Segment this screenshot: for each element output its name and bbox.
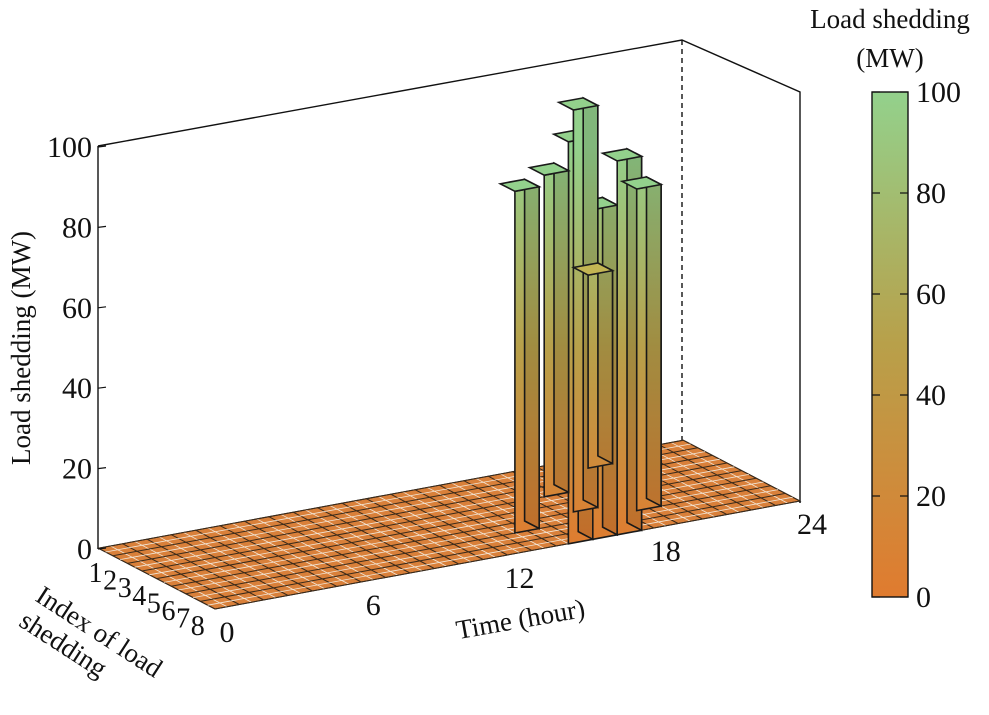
floor-grid-line	[178, 481, 764, 591]
z-tick-mark	[97, 547, 107, 550]
bar-top-face	[497, 178, 542, 193]
z-tick-label: 100	[47, 131, 92, 164]
z-tick-mark	[97, 225, 107, 228]
z-tick-label: 80	[62, 211, 92, 244]
bar-top-face	[619, 176, 664, 190]
x-tick-label: 24	[797, 508, 827, 541]
floor-grid-line	[193, 489, 779, 598]
y-tick-label: 5	[147, 588, 161, 619]
floor-grid	[96, 439, 802, 610]
floor-grid-line	[207, 496, 793, 606]
colorbar-ticks: 0 20 40 60 80 100	[872, 76, 961, 614]
colorbar: Load shedding (MW) 0 20 40 60 80 100	[810, 4, 970, 614]
z-tick-label: 40	[62, 372, 92, 405]
bar-hour-20-index-1	[571, 261, 615, 470]
bar-side-shade	[646, 176, 662, 507]
x-tick-label: 18	[651, 535, 681, 568]
x-tick-label: 0	[220, 616, 235, 649]
bar-top-face	[600, 147, 645, 162]
bar-side-shade	[554, 163, 569, 493]
bar-top-face	[556, 97, 601, 111]
z-axis-ticks: 0 20 40 60 80 100	[47, 131, 107, 566]
z-tick-label: 20	[62, 453, 92, 486]
bar-top-face	[527, 162, 572, 177]
z-tick-mark	[97, 467, 107, 470]
y-tick-label: 7	[176, 604, 190, 635]
colorbar-tick-label: 40	[916, 379, 946, 412]
z-tick-mark	[97, 306, 107, 309]
bar-top-face	[571, 262, 615, 276]
z-axis-label: Load shedding (MW)	[6, 231, 36, 465]
back-wall-outline	[97, 39, 801, 503]
colorbar-tick-label: 100	[916, 76, 961, 109]
bar-side-shade	[524, 179, 540, 529]
colorbar-tick-label: 20	[916, 480, 946, 513]
y-tick-label: 4	[132, 581, 146, 612]
x-tick-label: 12	[505, 562, 535, 595]
colorbar-title-line-2: (MW)	[856, 43, 923, 73]
colorbar-title-line-1: Load shedding	[810, 4, 970, 34]
z-tick-mark	[97, 145, 107, 148]
colorbar-tick-label: 0	[916, 581, 931, 614]
floor-grid-line	[214, 500, 801, 610]
x-tick-label: 6	[366, 589, 381, 622]
y-tick-label: 8	[191, 611, 205, 642]
colorbar-tick-label: 60	[916, 278, 946, 311]
bars-group	[497, 96, 664, 545]
x-axis-ticks: 0 6 12 18 24	[220, 508, 828, 649]
y-tick-label: 2	[103, 566, 117, 597]
y-tick-label: 3	[118, 573, 132, 604]
x-axis-label: Time (hour)	[454, 593, 587, 645]
bar-hour-14-index-6	[497, 177, 542, 534]
bar-side-shade	[597, 263, 613, 464]
floor-grid-line	[185, 485, 771, 595]
floor-grid-line	[200, 492, 786, 602]
z-tick-mark	[97, 386, 107, 389]
colorbar-tick-label: 80	[916, 177, 946, 210]
y-tick-label: 6	[162, 596, 176, 627]
z-tick-label: 0	[77, 533, 92, 566]
colorbar-gradient	[871, 91, 909, 598]
y-tick-label: 1	[89, 558, 103, 589]
bar-hour-17-index-3	[527, 161, 572, 498]
bar-hour-19-index-6	[619, 175, 664, 512]
z-tick-label: 60	[62, 292, 92, 325]
